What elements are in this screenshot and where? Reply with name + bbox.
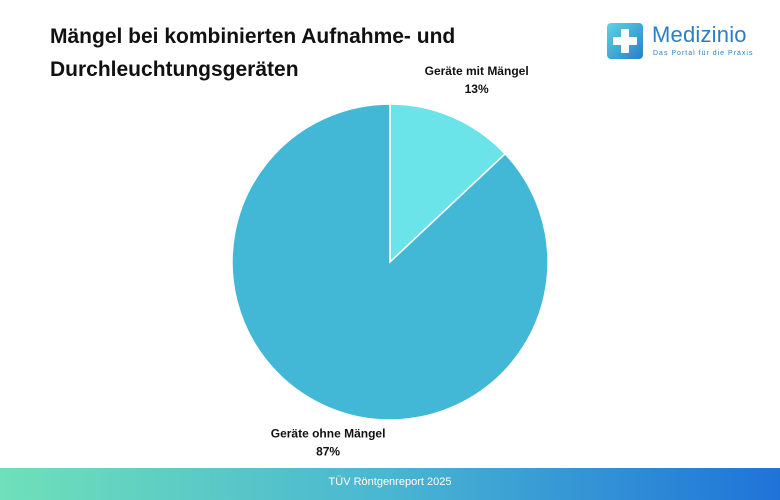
- chart-title-line-2: Durchleuchtungsgeräten: [50, 58, 299, 81]
- chart-title-line-1: Mängel bei kombinierten Aufnahme- und: [50, 25, 456, 48]
- slice-value-label-1: 87%: [316, 445, 340, 459]
- logo-tagline: Das Portal für die Praxis: [653, 50, 754, 57]
- slice-label-0: Geräte mit Mängel: [425, 64, 529, 78]
- chart-title: Mängel bei kombinierten Aufnahme- und Du…: [50, 20, 520, 86]
- slice-value-label-0: 13%: [465, 82, 489, 96]
- pie-slice-0[interactable]: [389, 103, 507, 264]
- pie-slice-1[interactable]: [231, 103, 549, 421]
- source-note: TÜV Röntgenreport 2025: [328, 476, 452, 488]
- pie-chart: Geräte mit Mängel 13% Geräte ohne Mängel 87…: [231, 64, 549, 459]
- medical-cross-icon: [607, 23, 643, 59]
- footer-bar: TÜV Röntgenreport 2025: [0, 468, 780, 500]
- slice-label-1: Geräte ohne Mängel: [271, 427, 386, 441]
- logo-name: Medizinio: [652, 22, 747, 47]
- medizinio-logo[interactable]: Medizinio Das Portal für die Praxis: [606, 22, 766, 62]
